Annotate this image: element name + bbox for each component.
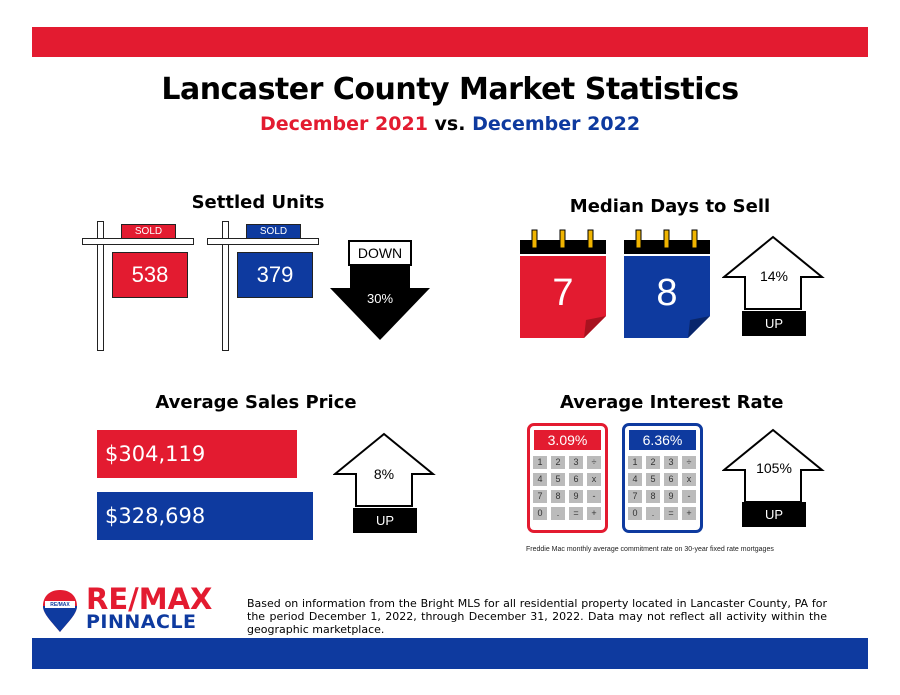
calc-key: 6 xyxy=(664,473,678,486)
disclaimer-text: Based on information from the Bright MLS… xyxy=(247,597,827,636)
page-subtitle: December 2021 vs. December 2022 xyxy=(0,113,900,135)
interest-rate-footnote: Freddie Mac monthly average commitment r… xyxy=(526,546,774,553)
settled-units-change: 30% xyxy=(366,291,394,306)
avg-price-change: 8% xyxy=(373,466,395,482)
avg-price-title: Average Sales Price xyxy=(155,392,357,413)
calc-key: ÷ xyxy=(587,456,601,469)
sign-post-2021 xyxy=(97,221,104,351)
calc-key: x xyxy=(587,473,601,486)
calc-key: 2 xyxy=(646,456,660,469)
calc-key: = xyxy=(569,507,583,520)
calc-key: 2 xyxy=(551,456,565,469)
settled-units-title: Settled Units xyxy=(191,192,325,213)
settled-units-2022: 379 xyxy=(237,252,313,298)
page-title: Lancaster County Market Statistics xyxy=(161,72,739,107)
logo-pinnacle: PINNACLE xyxy=(86,611,197,633)
calc-key: 4 xyxy=(533,473,547,486)
median-days-change: 14% xyxy=(759,268,789,284)
calc-key: . xyxy=(646,507,660,520)
calc-key: 5 xyxy=(551,473,565,486)
subtitle-2021: December 2021 xyxy=(259,113,428,135)
calc-key: 9 xyxy=(664,490,678,503)
calc-key: 0 xyxy=(533,507,547,520)
down-arrow-icon xyxy=(330,266,430,340)
sold-tag-2021: SOLD xyxy=(121,224,176,239)
calc-key: + xyxy=(587,507,601,520)
calc-key: - xyxy=(587,490,601,503)
balloon-logo-text: RE/MAX xyxy=(50,602,70,608)
settled-units-direction: DOWN xyxy=(348,240,412,266)
top-red-band xyxy=(32,27,868,57)
bottom-blue-band xyxy=(32,638,868,669)
up-arrow-icon-price xyxy=(333,432,436,507)
interest-rate-2022: 6.36% xyxy=(629,430,696,450)
up-arrow-icon-days xyxy=(722,235,825,310)
calculator-2022: 6.36% 1 2 3 ÷ 4 5 6 x 7 8 9 - 0 . = + xyxy=(622,423,703,533)
calendar-icon-2022 xyxy=(624,229,710,338)
calc-key: 6 xyxy=(569,473,583,486)
calc-key: 1 xyxy=(628,456,642,469)
calculator-keys-2022: 1 2 3 ÷ 4 5 6 x 7 8 9 - 0 . = + xyxy=(628,456,700,520)
calc-key: + xyxy=(682,507,696,520)
sign-arm-2022 xyxy=(207,238,319,245)
balloon-logo-icon xyxy=(43,590,77,632)
calc-key: 9 xyxy=(569,490,583,503)
sold-tag-2022: SOLD xyxy=(246,224,301,239)
logo-remax: RE/MAX xyxy=(86,582,213,616)
calendar-icon-2021 xyxy=(520,229,606,338)
median-days-2022: 8 xyxy=(656,272,678,314)
sign-arm-2021 xyxy=(82,238,194,245)
calc-key: = xyxy=(664,507,678,520)
median-days-title: Median Days to Sell xyxy=(569,196,771,217)
calc-key: 7 xyxy=(533,490,547,503)
calc-key: 8 xyxy=(646,490,660,503)
interest-rate-direction: UP xyxy=(742,502,806,527)
calc-key: x xyxy=(682,473,696,486)
calc-key: 8 xyxy=(551,490,565,503)
calc-key: 0 xyxy=(628,507,642,520)
subtitle-vs: vs. xyxy=(427,113,473,135)
calc-key: . xyxy=(551,507,565,520)
calc-key: 1 xyxy=(533,456,547,469)
avg-price-2022: $328,698 xyxy=(97,492,313,540)
subtitle-2022: December 2022 xyxy=(472,113,641,135)
calculator-2021: 3.09% 1 2 3 ÷ 4 5 6 x 7 8 9 - 0 . = + xyxy=(527,423,608,533)
calc-key: - xyxy=(682,490,696,503)
calc-key: 3 xyxy=(569,456,583,469)
calculator-keys-2021: 1 2 3 ÷ 4 5 6 x 7 8 9 - 0 . = + xyxy=(533,456,605,520)
calc-key: 7 xyxy=(628,490,642,503)
calc-key: ÷ xyxy=(682,456,696,469)
avg-price-direction: UP xyxy=(353,508,417,533)
interest-rate-title: Average Interest Rate xyxy=(560,392,784,413)
interest-rate-2021: 3.09% xyxy=(534,430,601,450)
avg-price-2021: $304,119 xyxy=(97,430,297,478)
settled-units-2021: 538 xyxy=(112,252,188,298)
interest-rate-change: 105% xyxy=(756,460,792,476)
median-days-2021: 7 xyxy=(552,272,574,314)
calc-key: 4 xyxy=(628,473,642,486)
median-days-direction: UP xyxy=(742,311,806,336)
sign-post-2022 xyxy=(222,221,229,351)
calc-key: 5 xyxy=(646,473,660,486)
calc-key: 3 xyxy=(664,456,678,469)
